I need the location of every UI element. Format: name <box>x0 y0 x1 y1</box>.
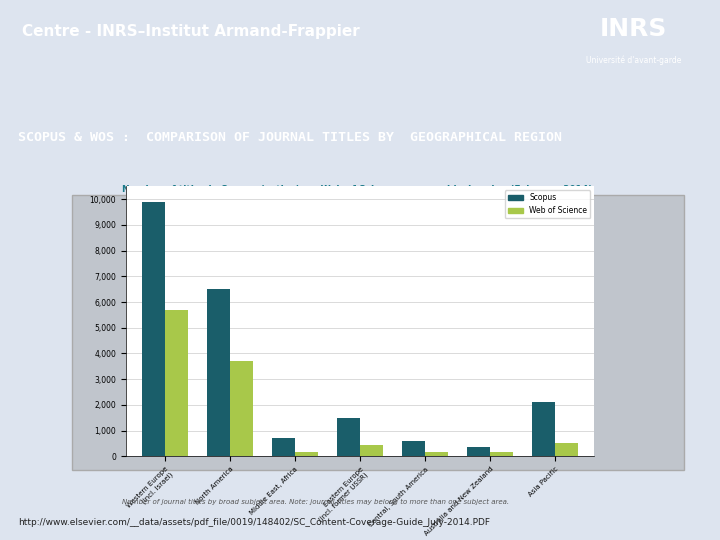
Text: INRS: INRS <box>600 17 667 41</box>
Bar <box>143 202 165 456</box>
Bar <box>272 438 295 456</box>
Bar <box>555 443 577 456</box>
Text: Number of journal titles by broad subject area. Note: journal titles may belong : Number of journal titles by broad subjec… <box>122 499 510 505</box>
Bar <box>467 447 490 456</box>
FancyBboxPatch shape <box>72 194 684 470</box>
Bar <box>490 453 513 456</box>
Bar <box>402 441 425 456</box>
Text: Centre - INRS–Institut Armand-Frappier: Centre - INRS–Institut Armand-Frappier <box>22 24 359 39</box>
Bar <box>207 289 230 456</box>
Bar <box>165 310 188 456</box>
Bar <box>230 361 253 456</box>
Bar <box>532 402 555 456</box>
Legend: Scopus, Web of Science: Scopus, Web of Science <box>505 190 590 218</box>
Bar <box>360 445 383 456</box>
Bar <box>337 418 360 456</box>
Bar <box>295 453 318 456</box>
Text: Université d'avant-garde: Université d'avant-garde <box>586 56 681 65</box>
Text: http://www.elsevier.com/__data/assets/pdf_file/0019/148402/SC_Content-Coverage-G: http://www.elsevier.com/__data/assets/pd… <box>18 518 490 527</box>
Text: SCOPUS & WOS :  COMPARISON OF JOURNAL TITLES BY  GEOGRAPHICAL REGION: SCOPUS & WOS : COMPARISON OF JOURNAL TIT… <box>18 131 562 144</box>
Bar <box>425 453 448 456</box>
Text: Number of titles in Scopus (active) vs. Web of Science: geographical region (Feb: Number of titles in Scopus (active) vs. … <box>122 185 593 194</box>
